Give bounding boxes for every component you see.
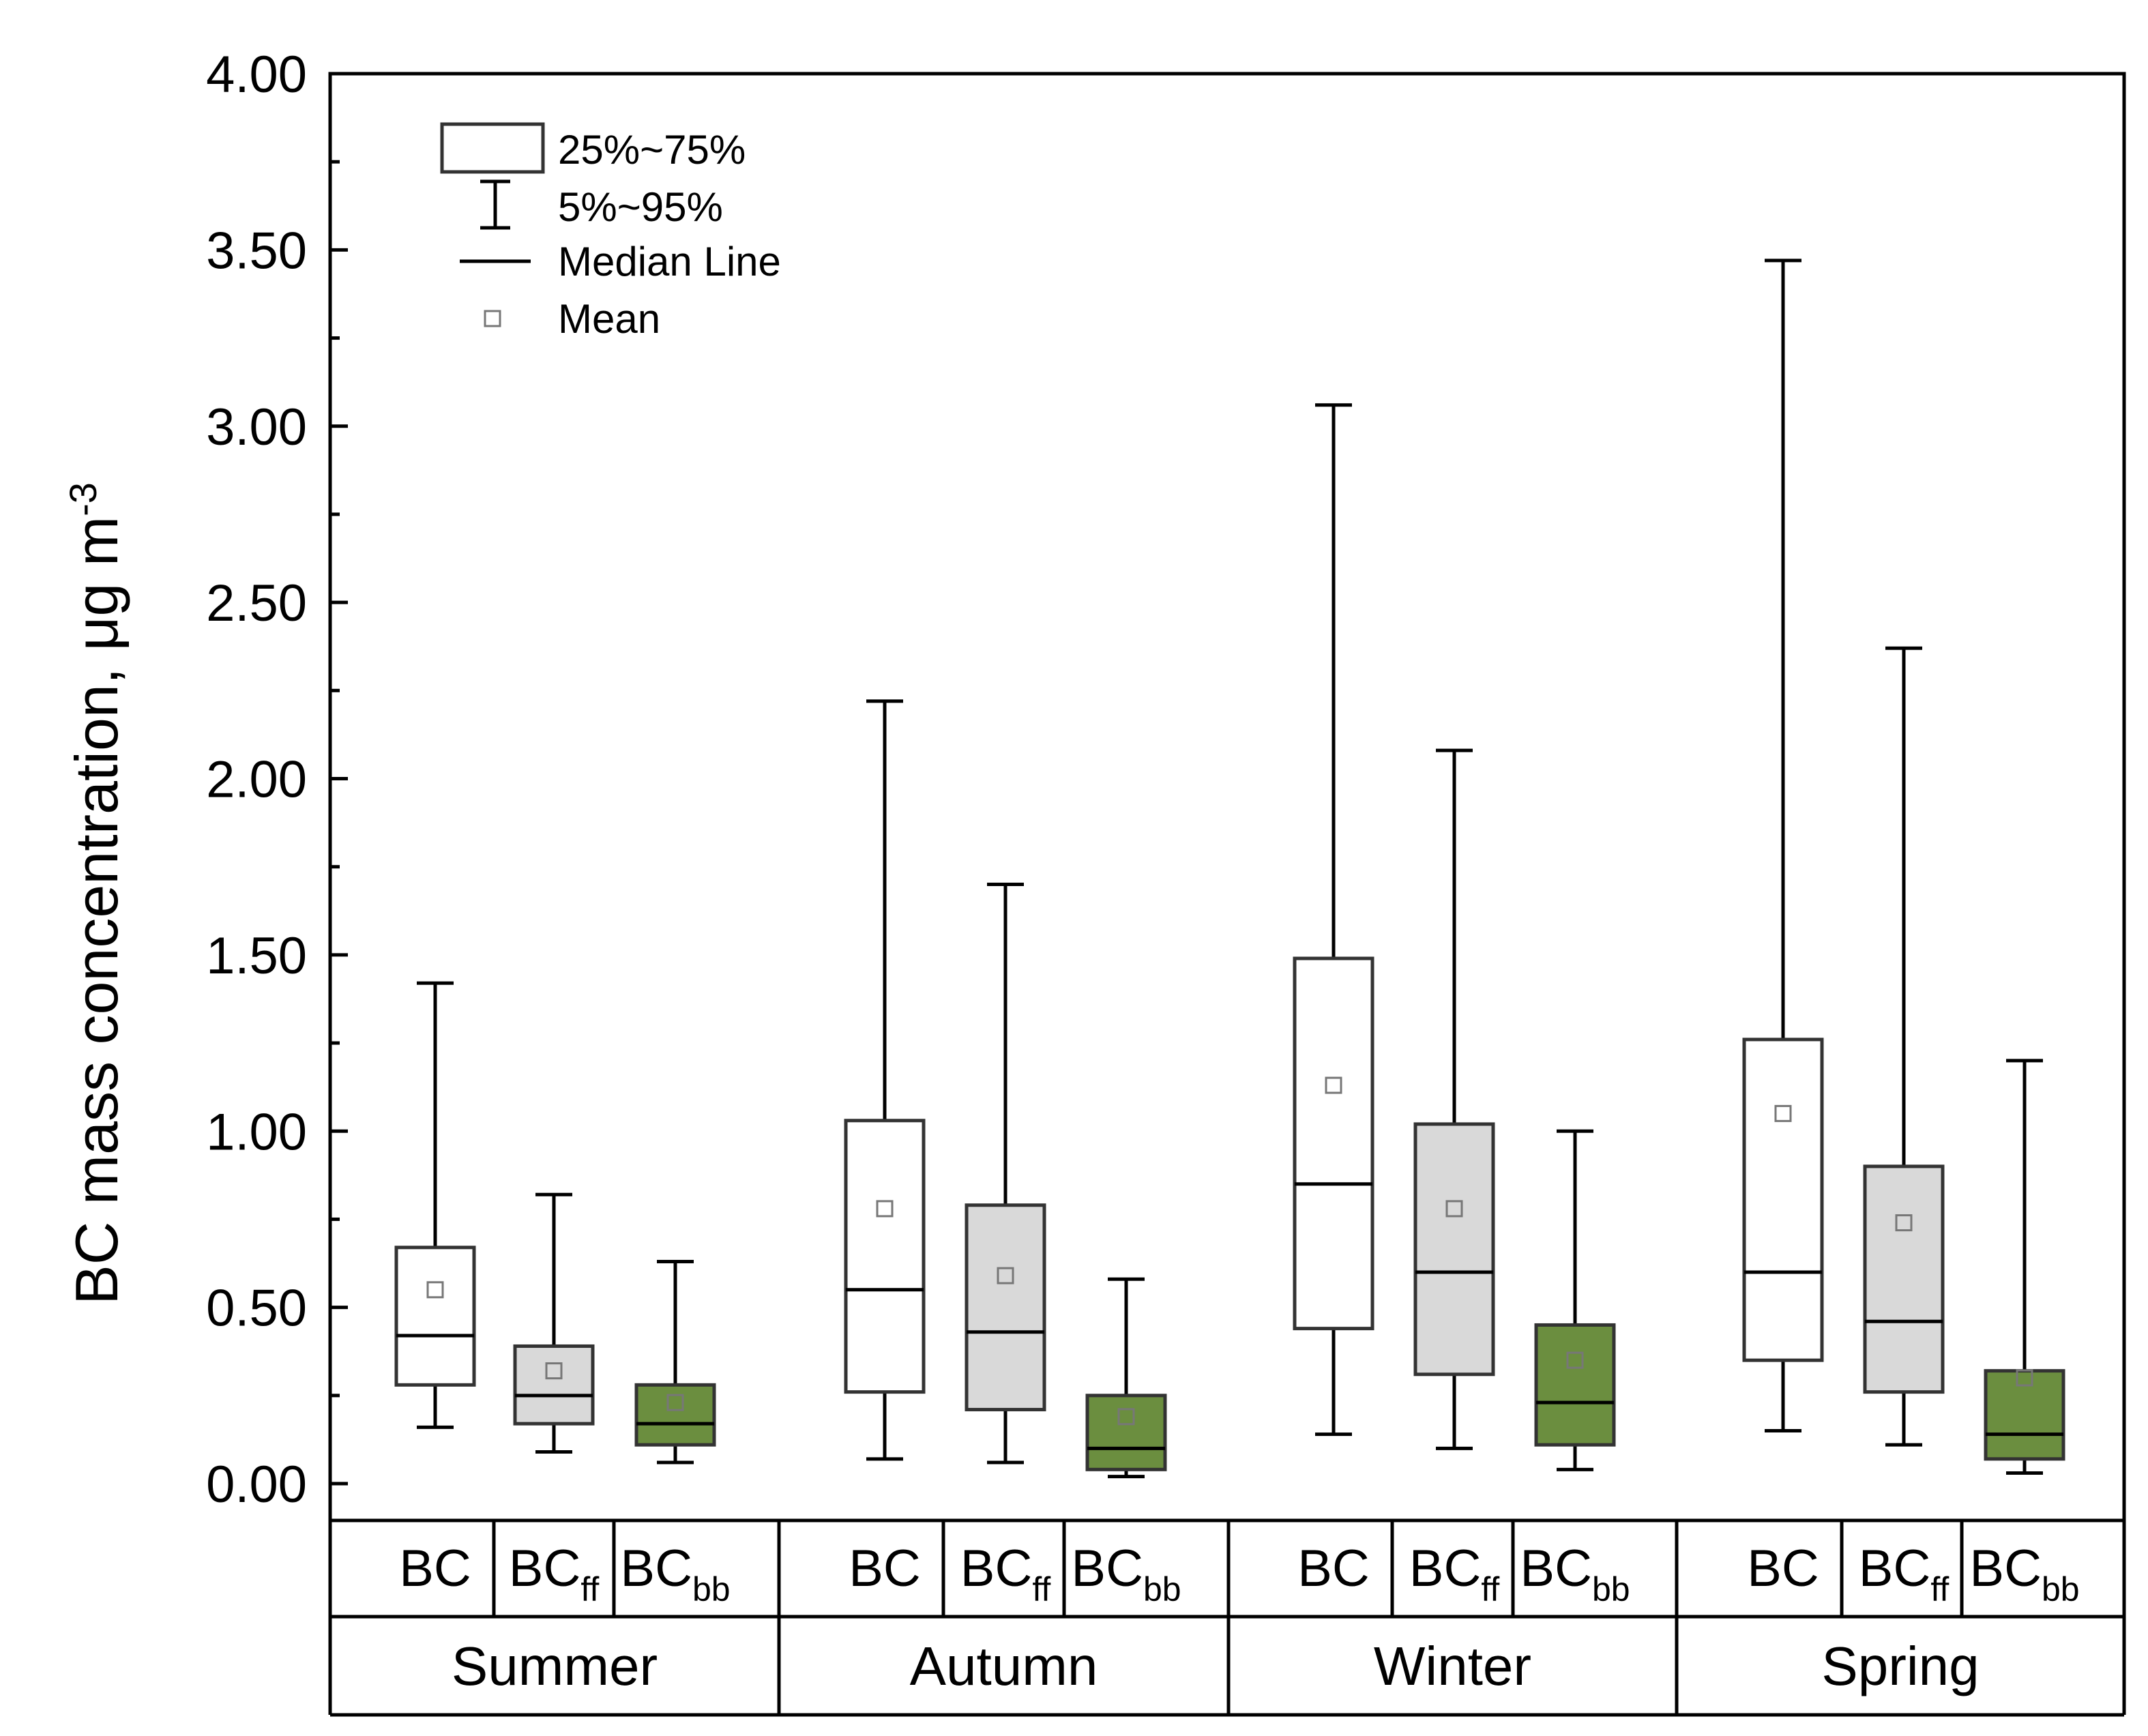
iqr-box (1085, 1394, 1167, 1471)
y-axis-title: BC mass concentration, μg m-3 (61, 482, 131, 1305)
season-label-spring: Spring (1821, 1636, 1979, 1696)
group-label: BC (399, 1540, 471, 1598)
y-tick-label: 3.00 (206, 398, 307, 456)
legend-box-label: 25%~75% (558, 127, 746, 173)
y-axis-title-main: BC mass concentration, μg m (63, 516, 130, 1305)
iqr-box (965, 1203, 1046, 1411)
iqr-box (394, 1246, 476, 1387)
y-tick-label: 2.00 (206, 751, 307, 809)
box-spring-bcff (1863, 646, 1945, 1447)
legend-whisker-label: 5%~95% (558, 184, 723, 230)
group-label: BCbb (1520, 1540, 1630, 1608)
group-label: BCbb (1071, 1540, 1181, 1608)
legend-box-swatch (440, 122, 545, 174)
plot-frame (328, 72, 2126, 1522)
legend-mean-label: Mean (558, 296, 660, 342)
iqr-box (1534, 1323, 1616, 1447)
mean-marker (876, 1200, 894, 1218)
box-autumn-bcff (965, 883, 1046, 1465)
mean-marker (426, 1281, 444, 1299)
mean-marker (545, 1362, 563, 1380)
box-winter-bcff (1413, 748, 1495, 1450)
legend-whisker-swatch (480, 179, 510, 230)
mean-marker (1445, 1200, 1463, 1218)
mean-marker (666, 1394, 684, 1411)
box-winter-bc (1293, 403, 1374, 1437)
group-label: BCff (509, 1540, 600, 1608)
y-axis-title-superscript: -3 (61, 482, 104, 516)
legend-mean-swatch (484, 310, 501, 327)
group-label: BCbb (620, 1540, 730, 1608)
season-label-summer: Summer (452, 1636, 658, 1696)
box-summer-bcff (513, 1192, 595, 1454)
group-label: BCff (1409, 1540, 1500, 1608)
mean-marker (1774, 1104, 1792, 1122)
group-label: BC (849, 1540, 921, 1598)
box-winter-bcbb (1534, 1129, 1616, 1471)
group-label: BCff (960, 1540, 1051, 1608)
mean-marker (1895, 1214, 1913, 1232)
box-spring-bcbb (1984, 1059, 2065, 1475)
mean-marker (1325, 1076, 1342, 1094)
box-summer-bcbb (634, 1259, 716, 1465)
iqr-box (1293, 956, 1374, 1331)
iqr-box (634, 1383, 716, 1447)
y-tick-label: 1.00 (206, 1103, 307, 1161)
legend: 25%~75% 5%~95% Median Line Mean (440, 122, 781, 342)
y-tick-label: 1.50 (206, 927, 307, 985)
mean-marker (1566, 1351, 1584, 1369)
legend-median-label: Median Line (558, 239, 781, 284)
iqr-box (1413, 1122, 1495, 1377)
box-autumn-bcbb (1085, 1277, 1167, 1479)
y-tick-label: 4.00 (206, 46, 307, 104)
box-spring-bc (1742, 259, 1824, 1432)
group-label: BCff (1859, 1540, 1950, 1608)
iqr-box (1984, 1369, 2065, 1461)
y-tick-label: 2.50 (206, 574, 307, 632)
iqr-box (1863, 1164, 1945, 1394)
iqr-box (1742, 1038, 1824, 1362)
y-tick-label: 3.50 (206, 222, 307, 280)
y-tick-label: 0.00 (206, 1456, 307, 1514)
mean-marker (997, 1267, 1014, 1284)
group-label: BC (1297, 1540, 1370, 1598)
season-label-winter: Winter (1374, 1636, 1531, 1696)
season-label-autumn: Autumn (910, 1636, 1098, 1696)
box-summer-bc (394, 981, 476, 1429)
box-autumn-bc (844, 699, 926, 1461)
mean-marker (1117, 1408, 1135, 1426)
group-label: BCbb (1969, 1540, 2079, 1608)
iqr-box (844, 1119, 926, 1394)
y-tick-label: 0.50 (206, 1280, 307, 1338)
group-label: BC (1747, 1540, 1819, 1598)
iqr-box (513, 1344, 595, 1426)
mean-marker (2016, 1369, 2033, 1387)
